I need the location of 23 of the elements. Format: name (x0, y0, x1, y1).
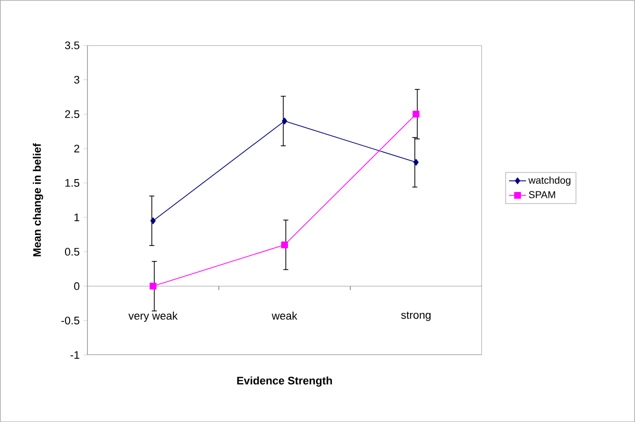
x-tick-label: weak (272, 312, 298, 320)
legend-label: SPAM (528, 191, 556, 198)
point (281, 241, 288, 248)
x-axis-title: Evidence Strength (237, 376, 332, 387)
y-tick-label: 0.5 (64, 248, 80, 256)
y-tick-label: 3.5 (64, 41, 80, 50)
x-tick-label: very weak (128, 312, 178, 322)
y-tick-label: 1 (74, 213, 80, 221)
y-tick-label: 0 (74, 282, 80, 290)
point (282, 118, 288, 124)
x-tick-label: strong (401, 312, 431, 321)
legend-label: watchdog (528, 176, 570, 186)
y-tick-label: -1 (70, 351, 80, 359)
point (413, 158, 419, 166)
y-tick-label: 1.5 (65, 179, 80, 187)
y-tick-label: 2 (74, 144, 80, 152)
point (150, 282, 156, 290)
point (150, 217, 156, 224)
y-tick-label: 2.5 (65, 110, 80, 118)
y-tick-label: 3 (74, 76, 80, 84)
point (412, 110, 420, 118)
y-tick-label: -0.5 (61, 316, 80, 324)
y-axis-title: Mean change in belief (32, 143, 44, 256)
